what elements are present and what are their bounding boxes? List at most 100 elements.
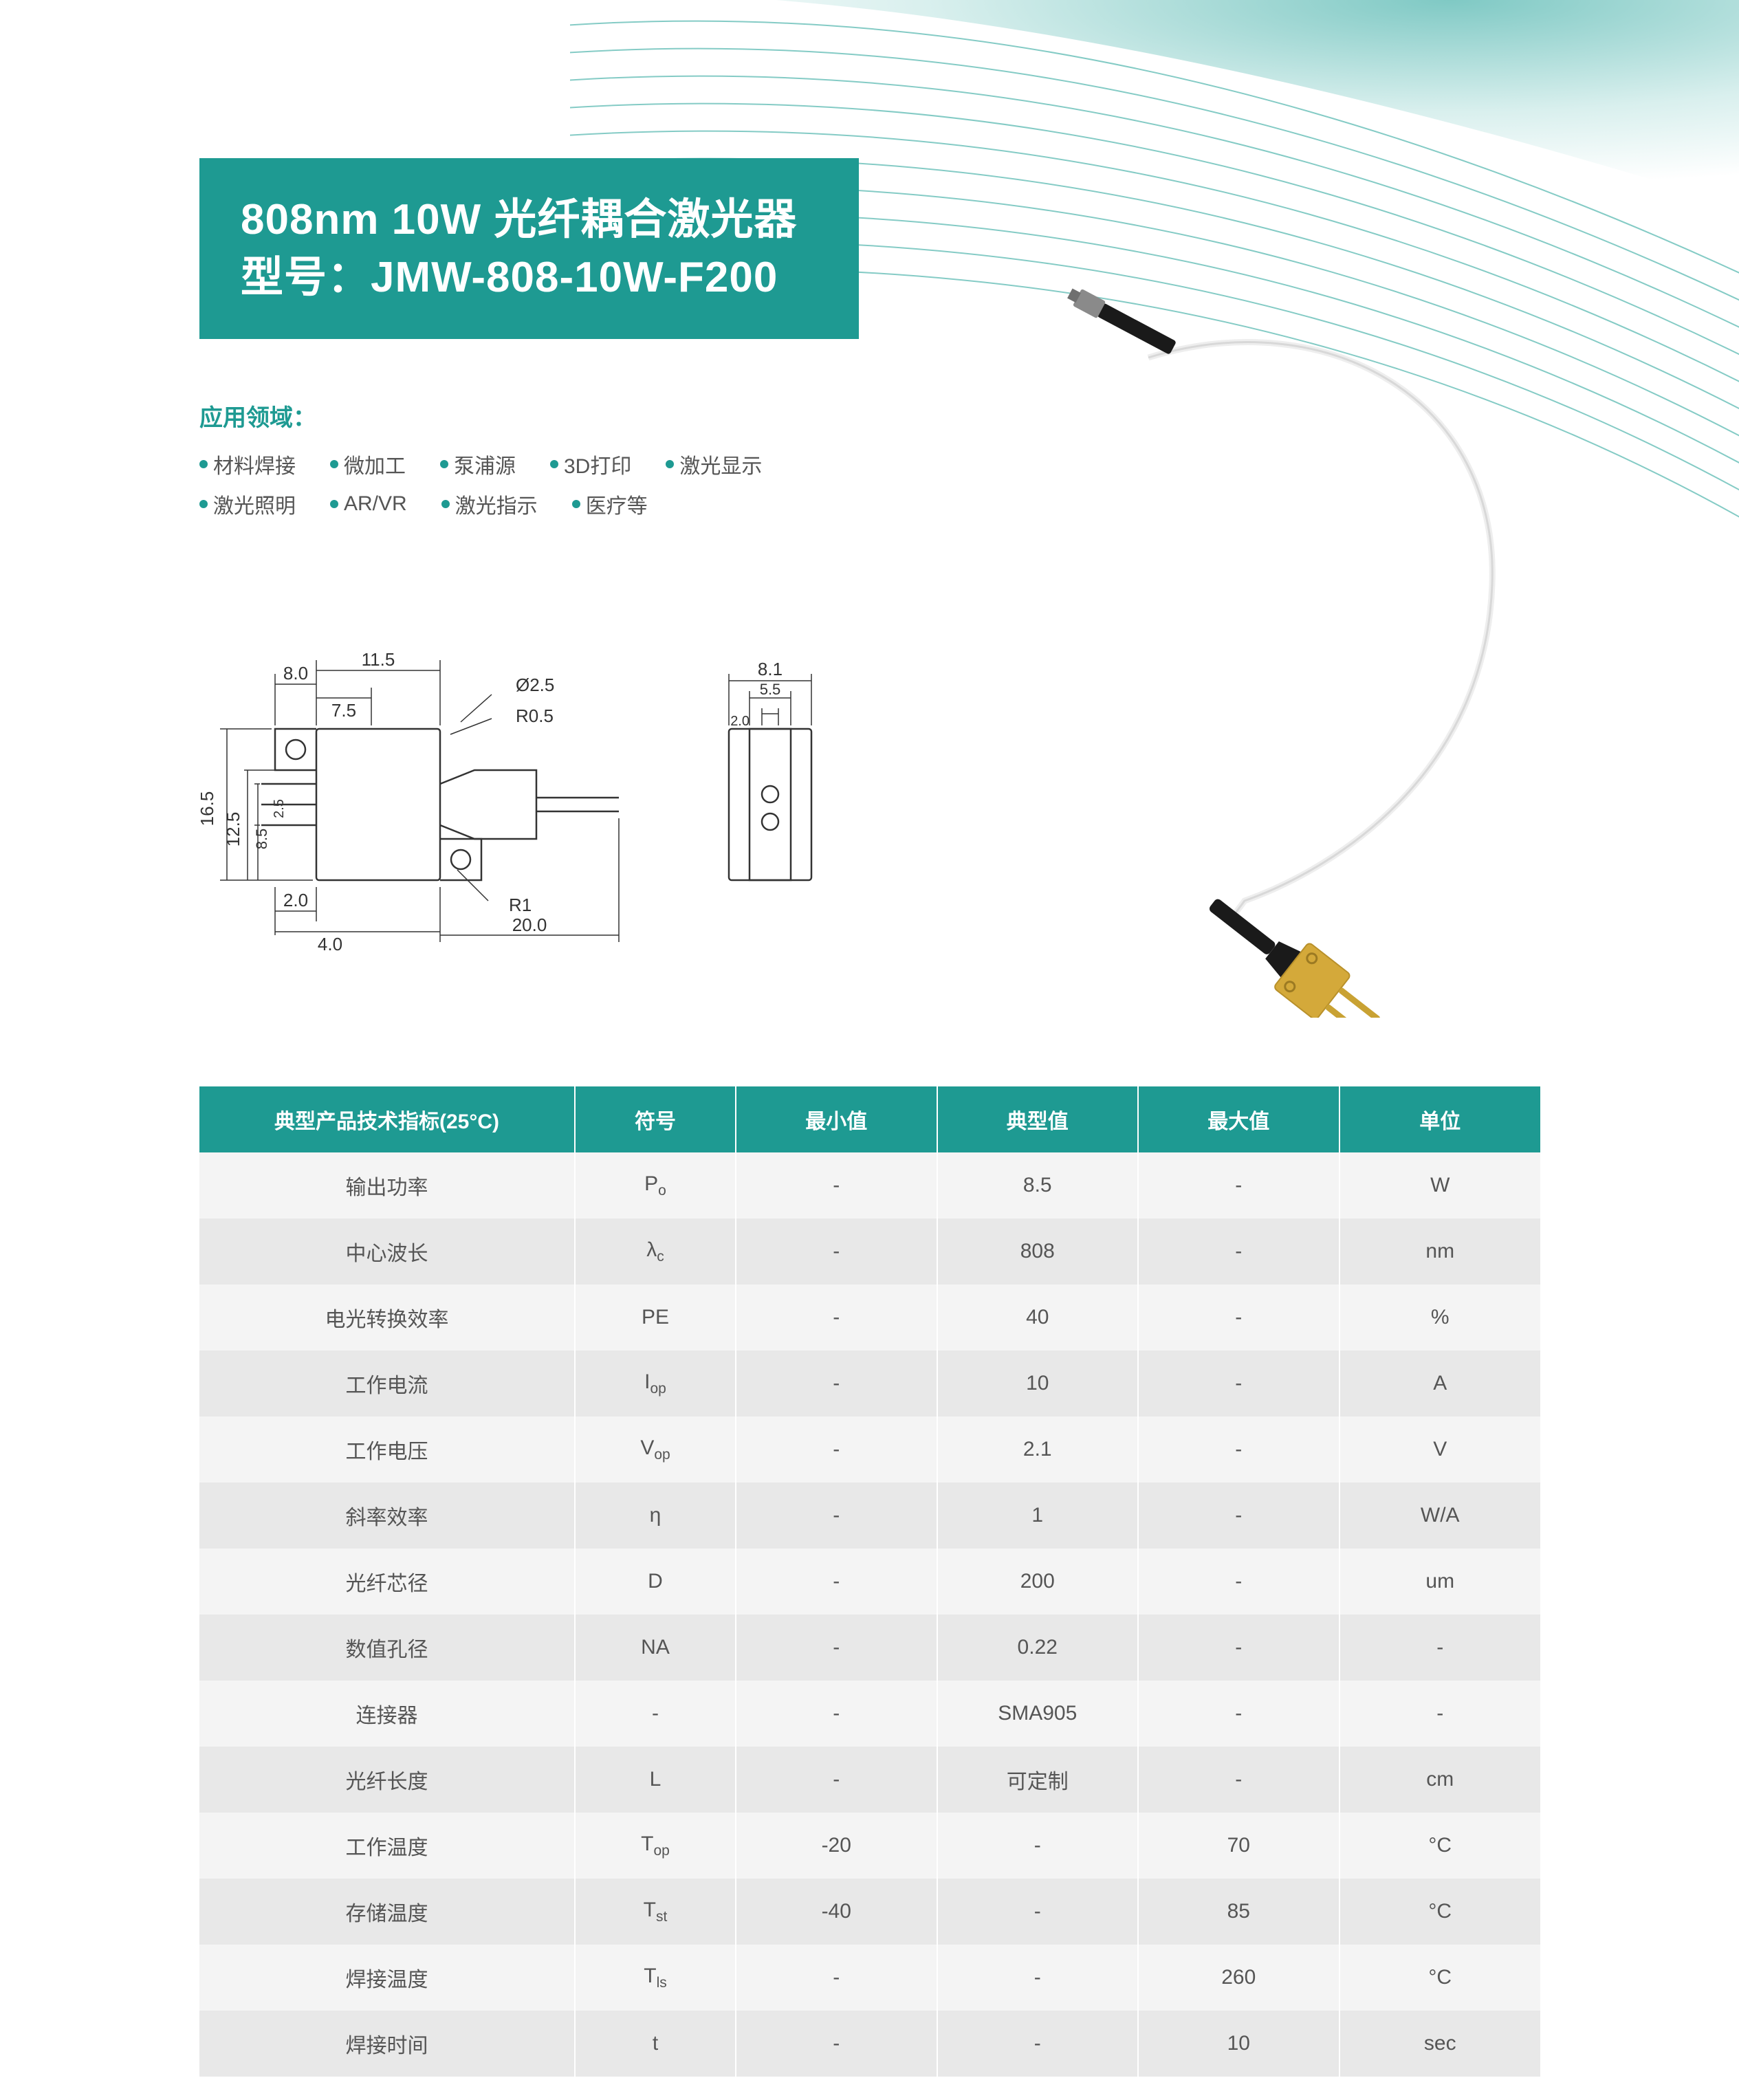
cell-typ: - [937, 1813, 1139, 1879]
applications-row-1: 材料焊接微加工泵浦源3D打印激光显示 [199, 449, 762, 479]
cell-name: 光纤长度 [199, 1747, 575, 1813]
cell-typ: 808 [937, 1218, 1139, 1284]
dim-h2: 12.5 [223, 812, 243, 847]
bullet-icon [666, 460, 674, 468]
cell-typ: 1 [937, 1483, 1139, 1549]
application-item: 微加工 [330, 449, 406, 479]
application-label: 材料焊接 [213, 449, 296, 479]
table-row: 输出功率Po-8.5-W [199, 1152, 1540, 1218]
th-unit: 单位 [1339, 1086, 1541, 1152]
cell-max: - [1138, 1549, 1339, 1615]
th-name: 典型产品技术指标(25°C) [199, 1086, 575, 1152]
cell-unit: °C [1339, 1879, 1541, 1945]
bullet-icon [199, 500, 208, 508]
cell-name: 电光转换效率 [199, 1284, 575, 1350]
application-item: 医疗等 [572, 489, 648, 519]
dim-d1: Ø2.5 [516, 675, 554, 695]
cell-min: -40 [736, 1879, 937, 1945]
cell-typ: 10 [937, 1350, 1139, 1417]
th-max: 最大值 [1138, 1086, 1339, 1152]
bullet-icon [199, 460, 208, 468]
application-label: 3D打印 [564, 449, 631, 479]
application-label: 激光显示 [679, 449, 762, 479]
table-row: 电光转换效率PE-40-% [199, 1284, 1540, 1350]
dim-r2: R1 [509, 895, 532, 915]
bullet-icon [550, 460, 558, 468]
dim-b2: 4.0 [318, 934, 342, 954]
cell-symbol: D [575, 1549, 736, 1615]
cell-max: - [1138, 1615, 1339, 1681]
cell-typ: 0.22 [937, 1615, 1139, 1681]
cell-unit: sec [1339, 2011, 1541, 2077]
cell-symbol: NA [575, 1615, 736, 1681]
cell-symbol: Iop [575, 1350, 736, 1417]
table-row: 中心波长λc-808-nm [199, 1218, 1540, 1284]
application-item: 激光指示 [441, 489, 538, 519]
table-row: 存储温度Tst-40-85°C [199, 1879, 1540, 1945]
cell-typ: 可定制 [937, 1747, 1139, 1813]
cell-symbol: Vop [575, 1417, 736, 1483]
cell-name: 存储温度 [199, 1879, 575, 1945]
application-label: 激光照明 [213, 489, 296, 519]
cell-unit: % [1339, 1284, 1541, 1350]
application-item: AR/VR [330, 489, 407, 519]
application-label: AR/VR [344, 492, 407, 516]
cell-typ: - [937, 2011, 1139, 2077]
cell-symbol: Po [575, 1152, 736, 1218]
th-typ: 典型值 [937, 1086, 1139, 1152]
cell-max: - [1138, 1681, 1339, 1747]
cell-min: -20 [736, 1813, 937, 1879]
cell-max: - [1138, 1747, 1339, 1813]
cell-typ: 2.1 [937, 1417, 1139, 1483]
cell-min: - [736, 1945, 937, 2011]
cell-unit: W/A [1339, 1483, 1541, 1549]
cell-symbol: η [575, 1483, 736, 1549]
cell-min: - [736, 1615, 937, 1681]
table-row: 光纤芯径D-200-um [199, 1549, 1540, 1615]
cell-min: - [736, 1483, 937, 1549]
application-label: 微加工 [344, 449, 406, 479]
bullet-icon [441, 500, 450, 508]
dim-h3: 8.5 [253, 829, 270, 850]
cell-max: 70 [1138, 1813, 1339, 1879]
cell-min: - [736, 1350, 937, 1417]
cell-symbol: L [575, 1747, 736, 1813]
cell-symbol: λc [575, 1218, 736, 1284]
application-label: 医疗等 [586, 489, 648, 519]
dim-h4: 2.5 [272, 799, 287, 818]
application-item: 3D打印 [550, 449, 631, 479]
cell-symbol: Tls [575, 1945, 736, 2011]
cell-name: 数值孔径 [199, 1615, 575, 1681]
cell-name: 工作温度 [199, 1813, 575, 1879]
dim-w1: 8.0 [283, 663, 308, 683]
applications-section: 应用领域： 材料焊接微加工泵浦源3D打印激光显示 激光照明AR/VR激光指示医疗… [199, 399, 762, 529]
cell-min: - [736, 1152, 937, 1218]
cell-max: - [1138, 1218, 1339, 1284]
product-photo [860, 261, 1533, 1018]
cell-typ: - [937, 1879, 1139, 1945]
engineering-diagram: 8.0 11.5 7.5 Ø2.5 R0.5 R1 16.5 12.5 [179, 591, 866, 976]
cell-typ: 200 [937, 1549, 1139, 1615]
table-row: 工作电压Vop-2.1-V [199, 1417, 1540, 1483]
cell-min: - [736, 1747, 937, 1813]
spec-table: 典型产品技术指标(25°C) 符号 最小值 典型值 最大值 单位 输出功率Po-… [199, 1086, 1540, 2077]
title-line-2: 型号：JMW-808-10W-F200 [241, 249, 797, 307]
cell-unit: - [1339, 1615, 1541, 1681]
cell-max: - [1138, 1417, 1339, 1483]
table-row: 焊接时间t--10sec [199, 2011, 1540, 2077]
cell-max: 85 [1138, 1879, 1339, 1945]
cell-typ: 8.5 [937, 1152, 1139, 1218]
cell-symbol: Tst [575, 1879, 736, 1945]
table-header-row: 典型产品技术指标(25°C) 符号 最小值 典型值 最大值 单位 [199, 1086, 1540, 1152]
cell-typ: - [937, 1945, 1139, 2011]
cell-typ: 40 [937, 1284, 1139, 1350]
cell-unit: nm [1339, 1218, 1541, 1284]
cell-min: - [736, 1417, 937, 1483]
cell-unit: - [1339, 1681, 1541, 1747]
cell-min: - [736, 1284, 937, 1350]
table-row: 工作温度Top-20-70°C [199, 1813, 1540, 1879]
cell-symbol: Top [575, 1813, 736, 1879]
cell-min: - [736, 1549, 937, 1615]
dim-r1: R0.5 [516, 706, 554, 726]
th-min: 最小值 [736, 1086, 937, 1152]
